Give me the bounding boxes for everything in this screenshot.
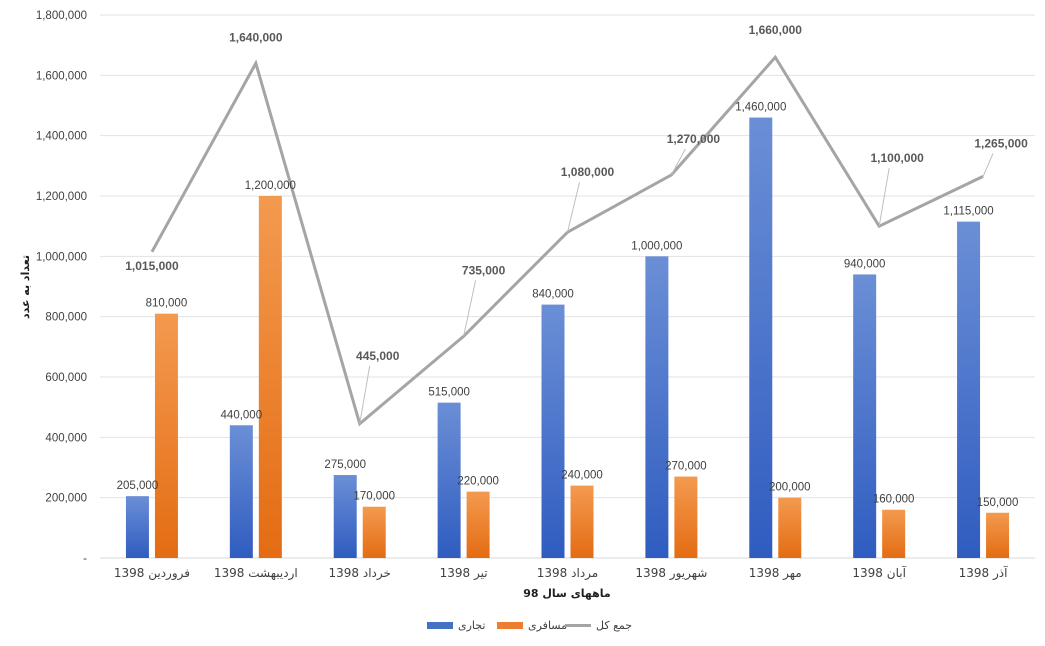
line-data-label: 1,100,000 [870, 151, 924, 165]
x-category-label: آبان 1398 [852, 565, 906, 580]
line-label-leader [567, 182, 580, 233]
bar-data-label: 440,000 [221, 409, 263, 421]
y-tick-label: 1,400,000 [36, 131, 87, 143]
bar-commercial [125, 496, 149, 558]
y-axis-title: تعداد به عدد [19, 255, 32, 319]
x-category-label: خرداد 1398 [329, 566, 391, 581]
line-label-leader [359, 365, 371, 424]
line-data-label: 1,265,000 [974, 136, 1028, 150]
bar-passenger [778, 497, 802, 558]
y-tick-label: 400,000 [45, 432, 87, 444]
bar-passenger [986, 512, 1010, 558]
bar-commercial [749, 117, 773, 559]
legend: تجاری مسافری جمع کل [427, 619, 632, 632]
bar-data-label: 1,000,000 [631, 240, 682, 252]
x-category-label: آذر 1398 [959, 565, 1009, 581]
bar-passenger [362, 506, 386, 558]
y-tick-label: 1,000,000 [36, 251, 87, 263]
bar-passenger [258, 196, 282, 558]
x-category-label: شهریور 1398 [635, 566, 707, 581]
line-data-label: 1,640,000 [229, 30, 283, 44]
line-data-label: 1,080,000 [561, 165, 615, 179]
gridlines [100, 14, 1035, 499]
bar-commercial [333, 475, 357, 558]
bar-commercial [957, 221, 981, 558]
y-tick-label: - [83, 553, 87, 565]
bar-data-label: 200,000 [769, 482, 811, 494]
x-axis-categories: فروردین 1398 اردیبهشت 1398 خرداد 1398 تیر 1… [114, 565, 1008, 581]
legend-label: مسافری [528, 619, 567, 632]
y-axis-ticks: - 200,000 400,000 600,000 800,000 1,000,000 1,… [36, 10, 87, 565]
bar-data-label: 240,000 [561, 470, 603, 482]
y-tick-label: 600,000 [45, 372, 87, 384]
x-axis-title: ماههای سال 98 [523, 587, 611, 600]
bar-series [125, 117, 1010, 559]
bar-data-label: 515,000 [428, 387, 470, 399]
bar-data-label: 1,460,000 [735, 102, 786, 114]
bar-commercial [541, 304, 565, 558]
line-label-leader [982, 153, 994, 177]
bar-data-label: 1,200,000 [245, 180, 296, 192]
bar-data-label: 1,115,000 [943, 206, 993, 218]
bar-data-labels: 205,000 440,000 275,000 515,000 840,000 1,000… [117, 102, 1019, 509]
bar-passenger [882, 509, 906, 558]
legend-label: تجاری [458, 619, 485, 632]
bar-data-label: 150,000 [977, 497, 1019, 509]
y-tick-label: 1,600,000 [36, 70, 87, 82]
line-label-leader [670, 148, 686, 176]
bar-passenger [674, 476, 698, 558]
bar-data-label: 275,000 [324, 459, 366, 471]
line-data-label: 1,015,000 [125, 259, 179, 273]
line-data-labels: 1,015,000 1,640,000 445,000 735,000 1,080,00… [125, 23, 1028, 424]
bar-passenger [466, 491, 490, 558]
legend-swatch [427, 622, 453, 629]
legend-label: جمع کل [596, 619, 632, 632]
y-tick-label: 1,200,000 [36, 191, 87, 203]
x-category-label: فروردین 1398 [114, 566, 190, 581]
bar-data-label: 160,000 [873, 494, 915, 506]
line-data-label: 735,000 [462, 263, 506, 277]
x-category-label: اردیبهشت 1398 [214, 566, 298, 581]
bar-commercial [437, 402, 461, 558]
line-data-label: 445,000 [356, 349, 400, 363]
line-data-label: 1,660,000 [749, 23, 803, 37]
bar-data-label: 170,000 [353, 491, 395, 503]
bar-data-label: 270,000 [665, 461, 707, 473]
x-category-label: مهر 1398 [749, 566, 802, 581]
line-label-leader [878, 168, 890, 227]
bar-data-label: 940,000 [844, 258, 886, 270]
bar-commercial [229, 425, 253, 558]
line-label-leader [463, 280, 477, 337]
bar-data-label: 840,000 [532, 289, 574, 301]
line-data-label: 1,270,000 [667, 132, 721, 146]
y-tick-label: 1,800,000 [36, 10, 87, 22]
bar-data-label: 810,000 [146, 298, 188, 310]
bar-passenger [570, 485, 594, 558]
y-tick-label: 800,000 [45, 312, 87, 324]
bar-commercial [853, 274, 877, 558]
legend-swatch [497, 622, 523, 629]
y-tick-label: 200,000 [45, 493, 87, 505]
x-category-label: مرداد 1398 [537, 566, 598, 581]
bar-data-label: 220,000 [457, 476, 499, 488]
bar-data-label: 205,000 [117, 480, 159, 492]
bar-passenger [154, 313, 178, 558]
x-category-label: تیر 1398 [440, 566, 488, 581]
bar-commercial [645, 256, 669, 558]
